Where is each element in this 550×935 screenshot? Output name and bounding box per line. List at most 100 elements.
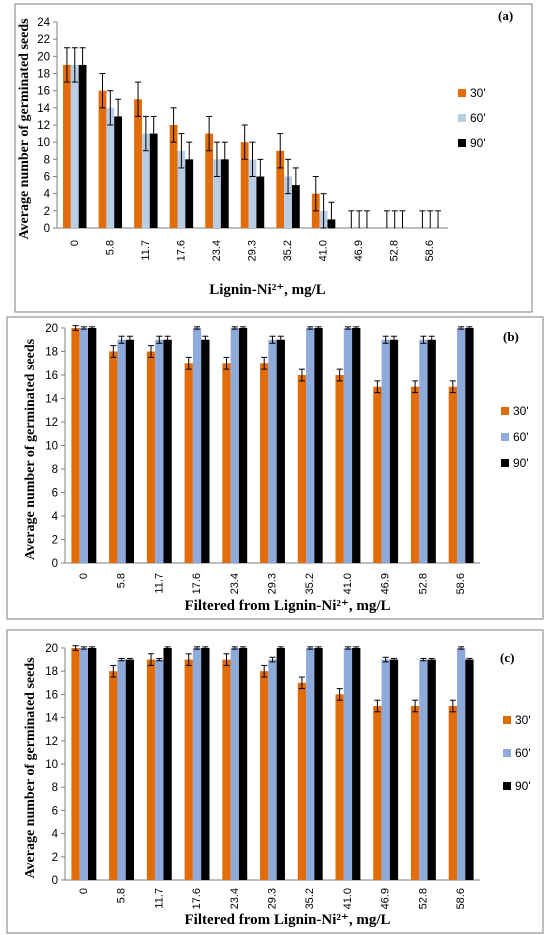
legend-swatch bbox=[458, 139, 466, 147]
y-tick-label: 12 bbox=[45, 736, 58, 748]
bar-60min-58.6 bbox=[456, 648, 466, 880]
bar-90min-0 bbox=[78, 64, 87, 229]
y-tick-label: 18 bbox=[37, 69, 50, 81]
chart-panel-3: 0 2 4 6 8 10 12 14 16 18 20 0 5.8 11.7 17.6 23.4 29.3 35.… bbox=[6, 629, 544, 934]
bar-90min-23.4 bbox=[238, 648, 248, 880]
x-axis-title: Filtered from Lignin-Ni²⁺, mg/L bbox=[184, 598, 390, 614]
panel-frame bbox=[14, 3, 533, 313]
bar-90min-41.0 bbox=[352, 648, 361, 880]
bar-30min-29.3 bbox=[240, 142, 249, 228]
bar-30min-5.8 bbox=[98, 90, 107, 229]
bar-60min-17.6 bbox=[192, 328, 202, 563]
bar-30min-35.2 bbox=[276, 150, 285, 228]
x-tick-label: 11.7 bbox=[153, 888, 165, 909]
legend-label: 60' bbox=[515, 746, 531, 760]
bar-90min-29.3 bbox=[276, 648, 285, 880]
x-tick-label: 58.6 bbox=[424, 240, 436, 261]
bar-30min-17.6 bbox=[184, 363, 193, 563]
x-tick-label: 46.9 bbox=[380, 573, 392, 594]
bar-60min-35.2 bbox=[284, 176, 292, 228]
bar-60min-52.8 bbox=[419, 339, 428, 563]
bar-60min-46.9 bbox=[381, 339, 390, 563]
bar-90min-11.7 bbox=[149, 133, 158, 228]
bar-90min-35.2 bbox=[314, 328, 323, 563]
chart-panel-2: 0 2 4 6 8 10 12 14 16 18 20 0 5.8 11.7 17.6 23.4 29.3 35.… bbox=[6, 316, 544, 620]
bar-30min-52.8 bbox=[410, 706, 420, 880]
x-tick-label: 29.3 bbox=[267, 888, 279, 909]
y-tick-label: 8 bbox=[52, 782, 58, 794]
y-tick-label: 4 bbox=[52, 829, 59, 841]
y-axis-title: Average number of germinated seeds bbox=[23, 338, 38, 560]
legend: 30' 60' 90' bbox=[458, 86, 486, 150]
bar-30min-58.6 bbox=[448, 706, 457, 880]
bar-60min-17.6 bbox=[192, 648, 202, 880]
bar-90min-58.6 bbox=[465, 328, 474, 563]
bar-90min-0 bbox=[88, 648, 97, 880]
bar-60min-11.7 bbox=[155, 659, 164, 880]
legend-label: 90' bbox=[513, 456, 529, 470]
bar-30min-52.8 bbox=[410, 386, 420, 563]
y-tick-label: 16 bbox=[45, 370, 58, 382]
y-tick-label: 0 bbox=[44, 223, 50, 235]
x-tick-label: 17.6 bbox=[191, 573, 203, 594]
legend-swatch bbox=[458, 114, 466, 122]
bar-60min-0 bbox=[70, 64, 79, 229]
bar-60min-0 bbox=[79, 328, 89, 563]
bar-60min-35.2 bbox=[306, 648, 315, 880]
bar-30min-11.7 bbox=[146, 351, 156, 563]
y-tick-label: 2 bbox=[52, 852, 58, 864]
bar-60min-46.9 bbox=[381, 659, 390, 880]
legend-label: 90' bbox=[515, 779, 531, 793]
bar-60min-35.2 bbox=[306, 328, 315, 563]
bar-90min-35.2 bbox=[291, 185, 300, 228]
y-tick-label: 24 bbox=[37, 17, 50, 29]
y-tick-label: 6 bbox=[52, 805, 58, 817]
x-tick-label: 35.2 bbox=[282, 240, 294, 261]
bar-90min-41.0 bbox=[352, 328, 361, 563]
bar-60min-29.3 bbox=[268, 339, 277, 563]
bar-30min-23.4 bbox=[222, 659, 231, 880]
y-tick-label: 6 bbox=[52, 488, 58, 500]
y-tick-label: 6 bbox=[44, 172, 50, 184]
y-tick-label: 10 bbox=[45, 759, 58, 771]
bar-60min-29.3 bbox=[248, 159, 257, 228]
bar-30min-35.2 bbox=[297, 375, 307, 563]
bar-60min-41.0 bbox=[343, 648, 353, 880]
y-tick-label: 16 bbox=[37, 86, 50, 98]
legend: 30' 60' 90' bbox=[503, 713, 531, 793]
bar-60min-11.7 bbox=[155, 339, 164, 563]
x-tick-label: 11.7 bbox=[153, 573, 165, 594]
bar-30min-11.7 bbox=[134, 99, 142, 228]
bar-60min-29.3 bbox=[268, 659, 277, 880]
x-tick-label: 52.8 bbox=[417, 888, 429, 909]
bar-60min-58.6 bbox=[456, 328, 466, 563]
x-tick-label: 46.9 bbox=[380, 888, 392, 909]
bar-60min-5.8 bbox=[117, 659, 126, 880]
x-tick-label: 41.0 bbox=[318, 240, 330, 261]
bar-90min-46.9 bbox=[389, 339, 399, 563]
y-tick-label: 20 bbox=[45, 323, 58, 335]
bar-90min-52.8 bbox=[427, 339, 436, 563]
bar-90min-5.8 bbox=[125, 339, 135, 563]
y-tick-label: 12 bbox=[45, 417, 58, 429]
y-axis-title: Average number of germinated seeds bbox=[17, 18, 32, 240]
bar-60min-52.8 bbox=[419, 659, 428, 880]
x-tick-label: 52.8 bbox=[417, 573, 429, 594]
legend-swatch bbox=[501, 433, 509, 441]
y-tick-label: 2 bbox=[52, 535, 58, 547]
bar-30min-0 bbox=[63, 64, 71, 229]
bar-90min-11.7 bbox=[163, 648, 172, 880]
bar-90min-46.9 bbox=[389, 659, 399, 880]
bar-30min-11.7 bbox=[146, 659, 156, 880]
bar-30min-5.8 bbox=[109, 351, 118, 563]
x-tick-label: 5.8 bbox=[104, 240, 116, 255]
x-tick-label: 11.7 bbox=[140, 240, 152, 261]
x-tick-label: 23.4 bbox=[229, 888, 241, 909]
bar-30min-35.2 bbox=[297, 682, 307, 880]
y-axis-title: Average number of germinated seeds bbox=[23, 657, 38, 879]
legend-label: 90' bbox=[470, 136, 486, 150]
x-tick-label: 41.0 bbox=[342, 888, 354, 909]
panel-label: (b) bbox=[503, 329, 519, 344]
legend-swatch bbox=[503, 782, 511, 790]
